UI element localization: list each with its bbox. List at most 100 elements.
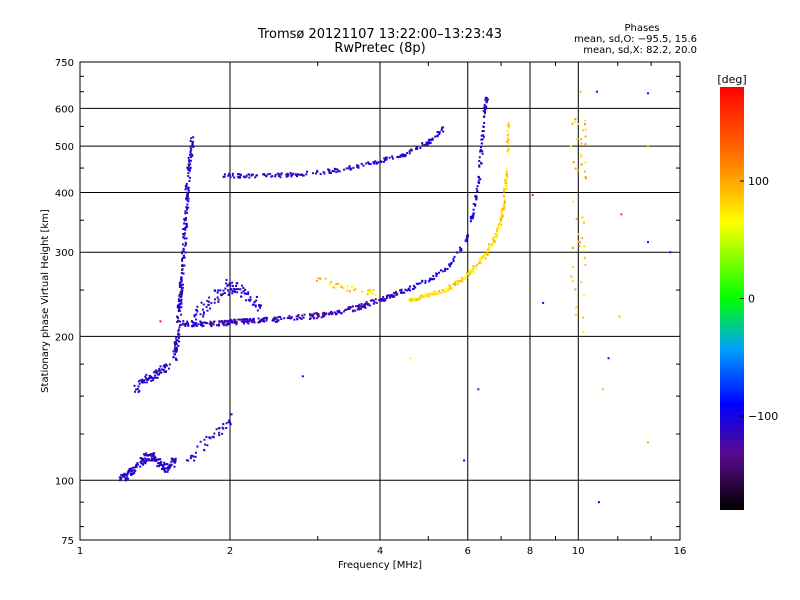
data-point bbox=[347, 306, 350, 309]
data-point bbox=[363, 305, 366, 308]
data-point bbox=[581, 237, 584, 240]
data-point bbox=[577, 240, 580, 243]
data-point bbox=[190, 145, 193, 148]
data-point bbox=[146, 454, 149, 457]
data-point bbox=[413, 296, 416, 299]
data-point bbox=[145, 454, 148, 457]
data-point bbox=[371, 292, 374, 295]
data-point bbox=[246, 318, 249, 321]
data-point bbox=[181, 265, 184, 268]
data-point bbox=[180, 300, 183, 303]
data-point bbox=[137, 391, 140, 394]
data-point bbox=[577, 233, 580, 236]
data-point bbox=[485, 101, 488, 104]
data-point bbox=[646, 441, 649, 444]
data-point bbox=[232, 287, 235, 290]
data-point bbox=[207, 300, 210, 303]
data-point bbox=[507, 126, 510, 129]
data-point bbox=[486, 251, 489, 254]
data-point bbox=[164, 371, 167, 374]
data-point bbox=[216, 324, 219, 327]
data-point bbox=[505, 177, 508, 180]
data-point bbox=[503, 182, 506, 185]
data-point bbox=[215, 428, 218, 431]
data-point bbox=[185, 243, 188, 246]
data-point bbox=[188, 160, 191, 163]
data-point bbox=[165, 463, 168, 466]
data-point bbox=[177, 298, 180, 301]
data-point bbox=[187, 188, 190, 191]
data-point bbox=[195, 324, 198, 327]
data-point bbox=[182, 320, 185, 323]
data-point bbox=[373, 301, 376, 304]
data-point bbox=[229, 284, 232, 287]
data-point bbox=[428, 138, 431, 141]
data-point bbox=[289, 171, 292, 174]
data-point bbox=[231, 174, 234, 177]
data-point bbox=[203, 321, 206, 324]
data-point bbox=[479, 146, 482, 149]
data-point bbox=[296, 173, 299, 176]
data-point bbox=[355, 305, 358, 308]
data-point bbox=[411, 288, 414, 291]
data-point bbox=[421, 143, 424, 146]
data-point bbox=[182, 236, 185, 239]
data-point bbox=[343, 310, 346, 313]
data-point bbox=[186, 203, 189, 206]
data-point bbox=[203, 438, 206, 441]
data-point bbox=[240, 320, 243, 323]
data-point bbox=[383, 298, 386, 301]
data-point bbox=[146, 378, 149, 381]
data-point bbox=[258, 320, 261, 323]
data-point bbox=[130, 472, 133, 475]
data-point bbox=[189, 159, 192, 162]
data-point bbox=[265, 318, 268, 321]
data-point bbox=[164, 470, 167, 473]
data-point bbox=[423, 294, 426, 297]
data-point bbox=[157, 369, 160, 372]
data-point bbox=[243, 292, 246, 295]
data-point bbox=[410, 149, 413, 152]
data-point bbox=[158, 367, 161, 370]
data-point bbox=[486, 100, 489, 103]
data-point bbox=[196, 310, 199, 313]
data-point bbox=[133, 472, 136, 475]
phases-o-stats: mean, sd,O: −95.5, 15.6 bbox=[574, 34, 697, 45]
data-point bbox=[385, 156, 388, 159]
data-point bbox=[156, 376, 159, 379]
data-point bbox=[415, 282, 418, 285]
data-point bbox=[185, 208, 188, 211]
data-point bbox=[297, 313, 300, 316]
data-point bbox=[478, 257, 481, 260]
data-point bbox=[479, 259, 482, 262]
data-point bbox=[224, 282, 227, 285]
data-point bbox=[210, 302, 213, 305]
data-point bbox=[180, 278, 183, 281]
data-point bbox=[452, 260, 455, 263]
data-point bbox=[506, 125, 509, 128]
data-point bbox=[186, 211, 189, 214]
data-point bbox=[330, 313, 333, 316]
data-point bbox=[185, 222, 188, 225]
data-point bbox=[147, 458, 150, 461]
data-point bbox=[276, 172, 279, 175]
data-point bbox=[436, 292, 439, 295]
data-point bbox=[474, 204, 477, 207]
data-point bbox=[382, 299, 385, 302]
data-point bbox=[151, 457, 154, 460]
data-point bbox=[184, 218, 187, 221]
data-point bbox=[178, 333, 181, 336]
data-point bbox=[669, 251, 672, 254]
data-point bbox=[186, 166, 189, 169]
data-point bbox=[152, 371, 155, 374]
data-point bbox=[175, 343, 178, 346]
data-point bbox=[296, 175, 299, 178]
data-point bbox=[262, 319, 265, 322]
data-point bbox=[184, 324, 187, 327]
data-point bbox=[369, 299, 372, 302]
data-point bbox=[435, 275, 438, 278]
data-point bbox=[576, 169, 579, 172]
data-point bbox=[187, 324, 190, 327]
data-point bbox=[505, 174, 508, 177]
data-point bbox=[395, 292, 398, 295]
